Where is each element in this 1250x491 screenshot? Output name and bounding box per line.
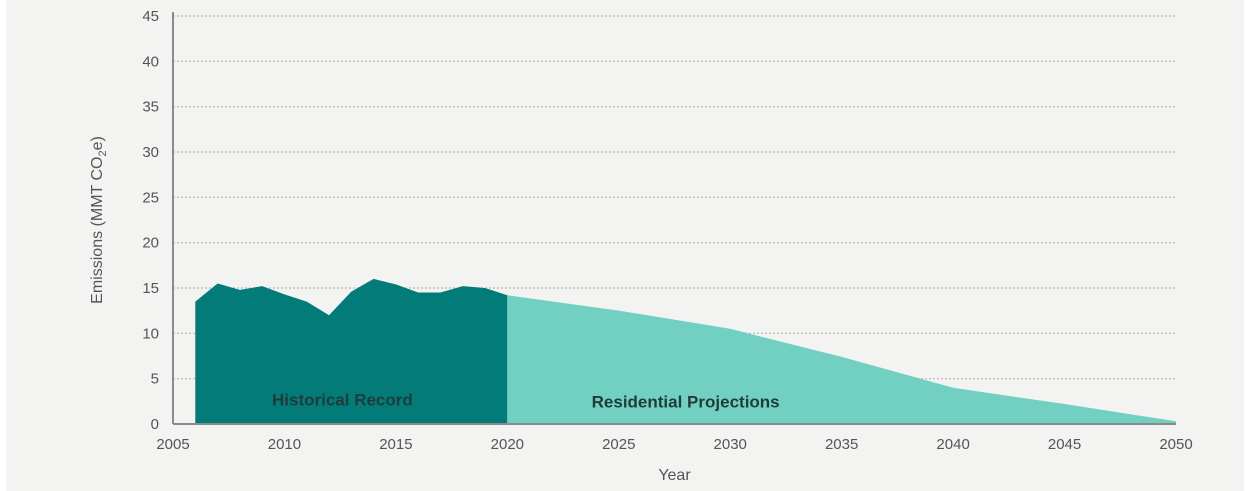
area-series-2 xyxy=(507,295,1176,424)
series-label-2: Residential Projections xyxy=(592,392,780,411)
y-tick-45: 45 xyxy=(142,8,159,25)
x-tick-2010: 2010 xyxy=(268,436,301,453)
x-tick-2005: 2005 xyxy=(156,436,189,453)
y-axis-ticks: 0 5 10 15 20 25 30 35 40 45 xyxy=(142,8,159,433)
emissions-area-chart: 2005 2010 2015 2020 2025 2030 2035 2040 2045 2050… xyxy=(89,8,1193,484)
y-tick-5: 5 xyxy=(151,371,159,388)
x-tick-2050: 2050 xyxy=(1159,436,1192,453)
x-tick-2030: 2030 xyxy=(714,436,747,453)
y-axis-title-suffix: e) xyxy=(89,136,106,150)
x-axis-title: Year xyxy=(658,467,691,484)
y-tick-40: 40 xyxy=(142,53,159,70)
area-series-1 xyxy=(195,278,508,424)
y-axis-title-main: Emissions (MMT CO xyxy=(89,157,106,304)
x-axis-ticks: 2005 2010 2015 2020 2025 2030 2035 2040 2045 2050 xyxy=(156,436,1192,453)
y-tick-0: 0 xyxy=(151,416,159,433)
x-tick-2040: 2040 xyxy=(936,436,969,453)
y-axis-title-subscript: 2 xyxy=(97,150,109,156)
y-tick-35: 35 xyxy=(142,99,159,116)
series-label-1: Historical Record xyxy=(272,391,413,410)
y-tick-15: 15 xyxy=(142,280,159,297)
x-tick-2035: 2035 xyxy=(825,436,858,453)
y-tick-10: 10 xyxy=(142,325,159,342)
x-tick-2020: 2020 xyxy=(491,436,524,453)
x-tick-2045: 2045 xyxy=(1048,436,1081,453)
series-labels: Historical Record Residential Projections xyxy=(272,391,780,412)
chart-panel: 2005 2010 2015 2020 2025 2030 2035 2040 2045 2050… xyxy=(6,0,1244,491)
y-axis-title: Emissions (MMT CO2e) xyxy=(89,136,109,304)
y-tick-30: 30 xyxy=(142,144,159,161)
x-tick-2025: 2025 xyxy=(602,436,635,453)
y-tick-25: 25 xyxy=(142,189,159,206)
y-tick-20: 20 xyxy=(142,235,159,252)
area-series xyxy=(195,278,1176,424)
x-tick-2015: 2015 xyxy=(379,436,412,453)
